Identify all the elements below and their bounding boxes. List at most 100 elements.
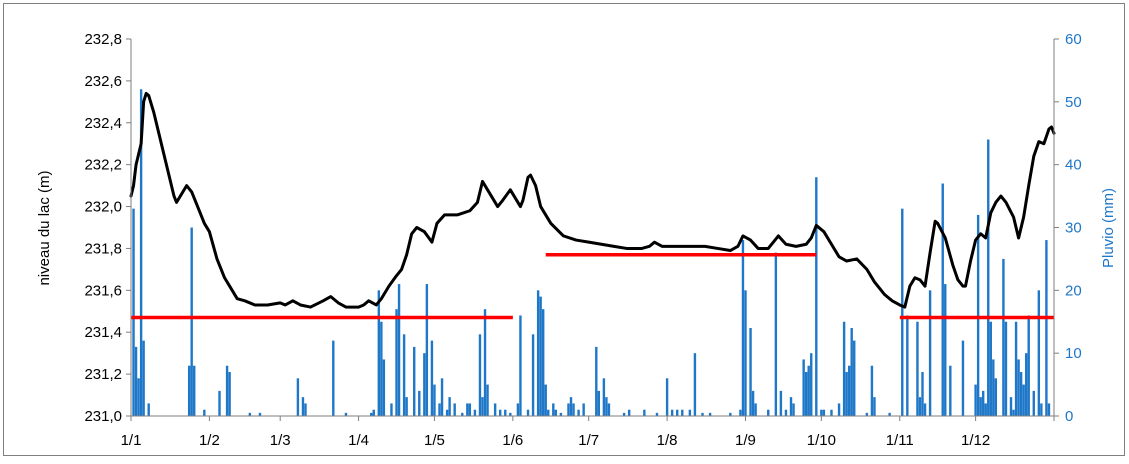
rainfall-bar: [701, 412, 704, 416]
rainfall-bar: [779, 390, 783, 416]
rainfall-bar: [390, 403, 393, 416]
rainfall-bar: [536, 290, 540, 416]
rainfall-bar: [509, 412, 512, 416]
y-left-tick-label: 231,0: [84, 408, 122, 425]
rainfall-bar: [541, 309, 545, 416]
rainfall-bar: [370, 412, 373, 416]
y-left-tick-label: 231,2: [84, 366, 122, 383]
rainfall-bar: [595, 346, 598, 416]
rainfall-bar: [567, 403, 570, 416]
rainfall-bar: [992, 359, 995, 416]
rainfall-bar: [784, 409, 788, 416]
rainfall-bar: [478, 334, 482, 416]
rainfall-bar: [941, 183, 944, 416]
rainfall-bar: [248, 412, 252, 416]
rainfall-bar: [906, 315, 909, 416]
rainfall-bar: [225, 365, 229, 416]
y-left-tick-label: 232,8: [84, 31, 122, 48]
rainfall-bar: [481, 397, 484, 416]
rainfall-bar: [582, 403, 585, 416]
rainfall-bar: [304, 403, 307, 416]
rainfall-bar: [377, 290, 381, 416]
rainfall-bar: [984, 403, 987, 416]
rainfall-bar: [845, 372, 848, 416]
rainfall-bar: [870, 365, 874, 416]
rainfall-bar: [792, 403, 795, 416]
rainfall-bar: [807, 365, 810, 416]
rainfall-bar: [1002, 258, 1005, 416]
rainfall-bar: [865, 412, 869, 416]
rainfall-bar: [142, 340, 145, 416]
rainfall-bar: [519, 315, 522, 416]
rainfall-bar: [466, 403, 469, 416]
rainfall-bar: [815, 177, 818, 416]
rainfall-bar: [1019, 372, 1023, 416]
y-axis-right-label: Pluvio (mm): [1100, 188, 1117, 268]
y-right-tick-label: 30: [1065, 220, 1082, 237]
rainfall-bar: [190, 227, 193, 416]
rainfall-bars: [132, 89, 1051, 417]
rainfall-bar: [987, 139, 990, 416]
x-tick-label: 1/9: [735, 432, 756, 449]
rainfall-bar: [552, 403, 555, 416]
rainfall-bar: [754, 403, 757, 416]
x-tick-label: 1/8: [657, 432, 678, 449]
rainfall-bar: [493, 403, 497, 416]
rainfall-bar: [1009, 397, 1013, 416]
rainfall-bar: [486, 384, 489, 416]
rainfall-bar: [918, 397, 922, 416]
rainfall-bar: [445, 409, 449, 416]
rainfall-bar: [842, 321, 846, 416]
rainfall-bar: [344, 412, 348, 416]
x-tick-label: 1/3: [270, 432, 291, 449]
rainfall-bar: [708, 412, 712, 416]
y-right-tick-label: 40: [1065, 157, 1082, 174]
rainfall-bar: [976, 214, 980, 416]
rainfall-bar: [526, 409, 530, 416]
rainfall-bar: [822, 409, 826, 416]
rainfall-bar: [461, 412, 464, 416]
rainfall-bar: [577, 409, 580, 416]
rainfall-bar: [1040, 403, 1043, 416]
rainfall-bar: [888, 412, 891, 416]
rainfall-bar: [539, 296, 542, 416]
rainfall-bar: [1027, 315, 1030, 416]
x-tick-label: 1/10: [807, 432, 836, 449]
rainfall-bar: [751, 390, 755, 416]
rainfall-bar: [602, 378, 606, 416]
rainfall-bar: [468, 403, 472, 416]
rainfall-bar: [944, 284, 947, 416]
y-right-tick-label: 60: [1065, 31, 1082, 48]
axes: 232,8 232,6 232,4 232,2 232,0 231,8 231,6 231,4…: [84, 31, 1081, 449]
rainfall-bar: [693, 353, 697, 416]
rainfall-bar: [1022, 384, 1025, 416]
rainfall-bar: [741, 240, 745, 416]
rainfall-bar: [923, 403, 927, 416]
rainfall-bar: [974, 384, 977, 416]
rainfall-bar: [187, 365, 191, 416]
rainfall-bar: [301, 397, 305, 416]
x-tick-label: 1/12: [961, 432, 990, 449]
rainfall-bar: [1037, 290, 1041, 416]
rainfall-bar: [137, 378, 140, 416]
rainfall-bar: [804, 372, 808, 416]
rainfall-bar: [1032, 390, 1035, 416]
rainfall-bar: [847, 365, 851, 416]
x-tick-label: 1/5: [424, 432, 445, 449]
rainfall-bar: [559, 412, 563, 416]
rainfall-bar: [597, 390, 601, 416]
x-tick-label: 1/6: [502, 432, 523, 449]
rainfall-bar: [688, 409, 692, 416]
rainfall-bar: [425, 284, 429, 416]
rainfall-bar: [921, 372, 924, 416]
rainfall-bar: [531, 334, 535, 416]
y-left-tick-label: 232,4: [84, 115, 122, 132]
rainfall-bar: [767, 409, 770, 416]
rainfall-bar: [296, 378, 300, 416]
rainfall-bar: [1047, 403, 1051, 416]
rainfall-bar: [423, 353, 426, 416]
x-tick-label: 1/11: [886, 432, 914, 449]
chart-outer-border: [3, 3, 1125, 456]
rainfall-bar: [440, 378, 444, 416]
